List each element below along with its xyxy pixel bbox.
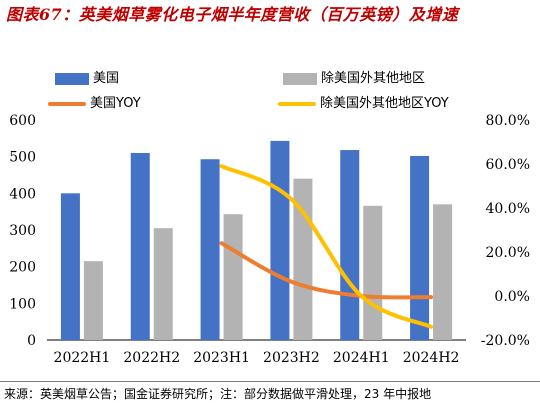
legend-swatch-other-yoy xyxy=(278,101,316,106)
legend-item-us: 美国 xyxy=(55,67,119,86)
bar-us xyxy=(200,159,220,340)
bar-other xyxy=(223,214,243,340)
y-left-tick-label: 600 xyxy=(9,113,36,129)
bar-other xyxy=(153,228,173,340)
legend-item-us-yoy: 美国YOY xyxy=(48,92,141,111)
bar-us xyxy=(130,153,150,340)
bar-us xyxy=(340,150,360,340)
y-left-tick-label: 100 xyxy=(9,296,36,312)
x-tick-label: 2024H1 xyxy=(333,350,390,366)
legend-swatch-other xyxy=(283,72,317,85)
bar-us xyxy=(60,193,80,340)
y-right-tick-label: 40.0% xyxy=(486,201,530,217)
y-right-tick-label: 0.0% xyxy=(494,289,530,305)
chart-canvas: 0 100 200 300 400 500 600 -20.0% 0.0% 20.0% 40.0% 6… xyxy=(9,113,530,366)
bar-us xyxy=(410,155,430,340)
y-right-tick-label: -20.0% xyxy=(481,333,530,349)
legend-label-other-yoy: 除美国外其他地区YOY xyxy=(320,96,449,111)
legend-swatch-us-yoy xyxy=(48,101,86,106)
legend-label-us: 美国 xyxy=(93,71,120,86)
x-tick-label: 2023H1 xyxy=(193,350,250,366)
x-tick-label: 2022H1 xyxy=(54,350,111,366)
bar-other xyxy=(433,204,453,340)
source-note: 来源：英美烟草公告；国金证券研究所；注：部分数据做平滑处理，23 年中报地 xyxy=(0,381,540,408)
y-left-tick-label: 400 xyxy=(9,186,36,202)
line-other-yoy xyxy=(219,164,434,329)
x-tick-label: 2023H2 xyxy=(263,350,320,366)
y-left-tick-label: 500 xyxy=(9,150,36,166)
y-right-tick-label: 60.0% xyxy=(486,157,530,173)
bar-other xyxy=(363,205,383,340)
legend-item-other-yoy: 除美国外其他地区YOY xyxy=(278,92,449,111)
chart-title: 图表67：英美烟草雾化电子烟半年度营收（百万英镑）及增速 xyxy=(6,5,459,24)
legend-item-other: 除美国外其他地区 xyxy=(283,67,425,86)
y-left-tick-label: 200 xyxy=(9,260,36,276)
y-right-tick-label: 20.0% xyxy=(486,245,530,261)
legend-swatch-us xyxy=(55,72,89,85)
y-left-tick-label: 0 xyxy=(27,333,36,349)
x-tick-label: 2024H2 xyxy=(403,350,460,366)
x-tick-label: 2022H2 xyxy=(123,350,180,366)
line-us-yoy xyxy=(219,241,434,300)
legend-label-other: 除美国外其他地区 xyxy=(321,71,426,86)
bar-other xyxy=(83,261,103,340)
y-right-tick-label: 80.0% xyxy=(486,113,530,129)
y-left-tick-label: 300 xyxy=(9,223,36,239)
bar-us xyxy=(270,140,290,340)
legend-label-us-yoy: 美国YOY xyxy=(90,96,141,111)
